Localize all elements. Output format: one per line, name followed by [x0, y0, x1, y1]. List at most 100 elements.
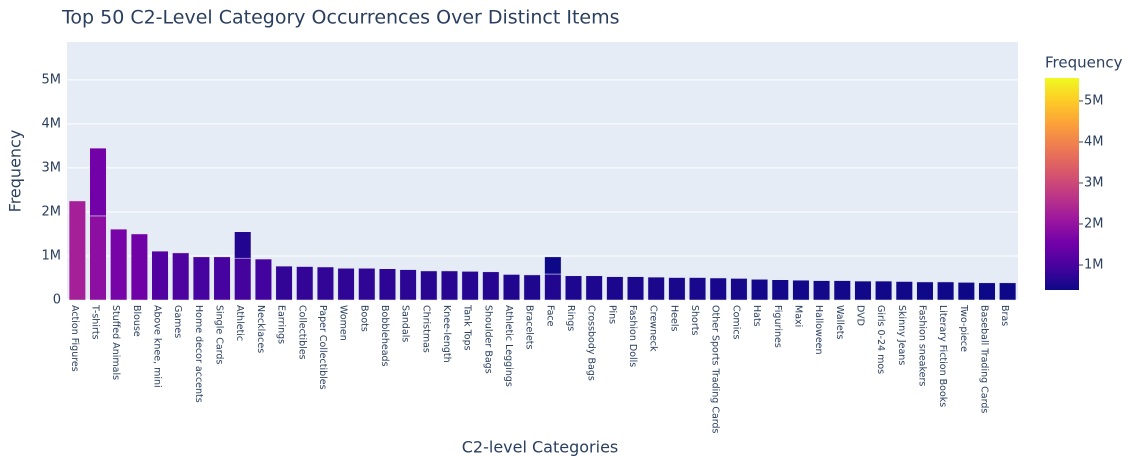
- bar: [337, 268, 355, 301]
- bar: [68, 200, 86, 301]
- x-tick-label: Earrings: [276, 305, 287, 344]
- x-tick-label: Pins: [606, 305, 617, 324]
- bar: [730, 278, 748, 301]
- x-tick-label: Hats: [751, 305, 762, 327]
- bar: [234, 231, 252, 259]
- y-tick-label: 4M: [42, 116, 62, 131]
- bar: [854, 280, 872, 301]
- bar: [296, 266, 314, 301]
- bar: [957, 282, 975, 301]
- x-tick-label: Face: [544, 305, 555, 327]
- x-tick-label: Knee-length: [441, 305, 452, 363]
- x-tick-label: Skinny Jeans: [896, 305, 907, 365]
- bar: [275, 265, 293, 301]
- x-tick-label: Single Cards: [214, 305, 225, 364]
- x-tick-label: Two-piece: [958, 304, 969, 352]
- chart-title: Top 50 C2-Level Category Occurrences Ove…: [61, 7, 620, 29]
- x-tick-label: Fashion Dolls: [627, 305, 638, 367]
- bar: [151, 250, 169, 301]
- bar: [440, 270, 458, 301]
- bar: [999, 282, 1017, 301]
- x-tick-label: T-shirts: [90, 304, 101, 340]
- y-axis-title: Frequency: [6, 130, 25, 213]
- colorbar: [1045, 78, 1079, 290]
- bar: [813, 280, 831, 301]
- colorbar-tick-label: 5M: [1084, 93, 1104, 108]
- bar: [89, 215, 107, 301]
- x-tick-label: Maxi: [792, 305, 803, 327]
- bar: [358, 268, 376, 301]
- x-tick-label: Baseball Trading Cards: [978, 305, 989, 413]
- bar: [89, 147, 107, 217]
- bar: [564, 275, 583, 301]
- x-tick-label: Other Sports Trading Cards: [710, 305, 721, 434]
- bar: [978, 282, 996, 301]
- x-tick-label: Fashion sneakers: [916, 305, 927, 386]
- x-tick-label: Rings: [565, 305, 576, 331]
- x-tick-label: Blouse: [131, 305, 142, 337]
- colorbar-tick-label: 4M: [1084, 134, 1104, 149]
- x-tick-label: Figurines: [772, 305, 783, 348]
- bar: [544, 256, 562, 275]
- x-tick-label: Sandals: [400, 305, 411, 342]
- bar: [130, 233, 148, 301]
- bar: [420, 270, 438, 301]
- x-tick-label: Comics: [730, 305, 741, 340]
- bar: [192, 256, 210, 301]
- bar: [627, 276, 645, 301]
- bar: [585, 275, 603, 301]
- bar: [709, 277, 727, 301]
- bar: [234, 257, 252, 301]
- x-tick-label: Above knee, mini: [152, 305, 163, 388]
- x-tick-label: Bobbleheads: [379, 305, 390, 367]
- bar: [606, 276, 624, 301]
- bar: [482, 271, 500, 301]
- x-tick-label: Halloween: [813, 305, 824, 355]
- bar: [544, 273, 562, 301]
- x-tick-label: Boots: [358, 305, 369, 332]
- bar: [647, 276, 665, 301]
- x-tick-label: Women: [338, 305, 349, 341]
- bar: [751, 279, 769, 301]
- bar: [916, 281, 934, 301]
- x-tick-label: Home decor accents: [193, 305, 204, 403]
- y-tick-label: 5M: [42, 72, 62, 87]
- bar: [172, 252, 190, 301]
- bar: [254, 258, 272, 301]
- x-tick-label: Athletic: [234, 305, 245, 341]
- x-tick-label: Shorts: [689, 305, 700, 335]
- x-tick-label: Paper Collectibles: [317, 305, 328, 390]
- x-tick-label: Collectibles: [296, 305, 307, 360]
- bar: [875, 280, 893, 301]
- bar: [502, 274, 521, 301]
- bar: [668, 277, 686, 301]
- colorbar-tick-label: 1M: [1084, 257, 1104, 272]
- x-tick-label: Christmas: [420, 305, 431, 353]
- x-tick-label: Tank Tops: [462, 304, 473, 351]
- bar: [792, 279, 810, 301]
- x-tick-label: Action Figures: [69, 305, 80, 372]
- bar: [461, 271, 479, 301]
- x-tick-label: DVD: [854, 305, 865, 326]
- colorbar-tick-label: 2M: [1084, 216, 1104, 231]
- x-tick-label: Crossbody Bags: [586, 305, 597, 381]
- x-tick-label: Stuffed Animals: [110, 305, 121, 380]
- y-tick-label: 0: [53, 293, 61, 308]
- x-tick-label: Girls 0-24 mos: [875, 305, 886, 374]
- bar: [523, 274, 541, 301]
- bar: [213, 256, 231, 301]
- x-tick-label: Necklaces: [255, 305, 266, 353]
- x-tick-label: Games: [172, 305, 183, 338]
- bar: [316, 266, 334, 301]
- x-tick-label: Athletic Leggings: [503, 305, 514, 387]
- x-tick-label: Wallets: [834, 305, 845, 339]
- bar: [833, 280, 851, 301]
- x-tick-label: Shoulder Bags: [482, 305, 493, 374]
- bar: [399, 269, 417, 301]
- x-tick-label: Bracelets: [524, 305, 535, 350]
- x-axis-title: C2-level Categories: [462, 438, 619, 456]
- colorbar-tick-label: 3M: [1084, 175, 1104, 190]
- y-tick-label: 2M: [42, 204, 62, 219]
- x-tick-label: Literary Fiction Books: [937, 305, 948, 407]
